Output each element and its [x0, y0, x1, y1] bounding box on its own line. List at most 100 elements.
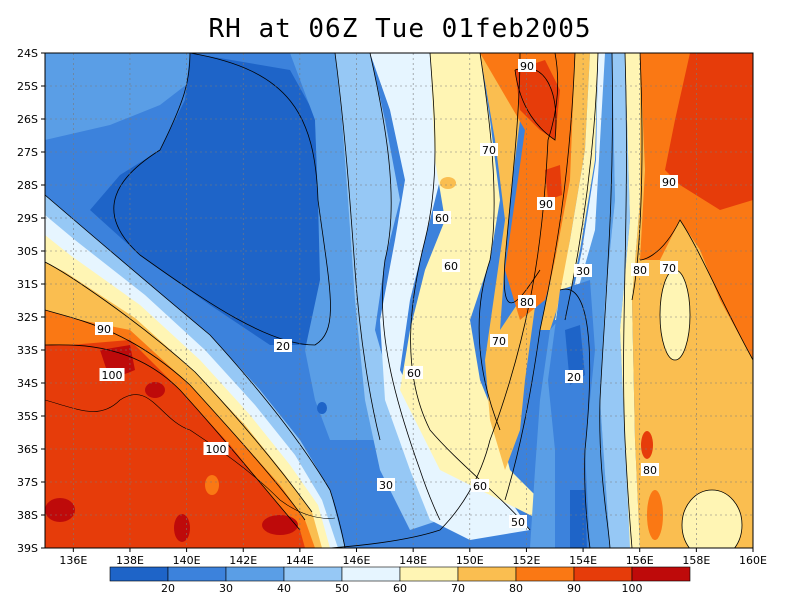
contour-line: [514, 67, 557, 141]
legend-swatch: [225, 566, 285, 582]
contour-line: [478, 53, 501, 431]
legend-label: 50: [335, 582, 349, 595]
lat-tick-label: 27S: [17, 146, 38, 159]
contour-line: [599, 53, 613, 548]
contour-label-text: 30: [576, 265, 590, 278]
rh-region-sw-dark-patch: [262, 515, 298, 535]
legend-swatch: [515, 566, 575, 582]
contour-label: 20: [565, 370, 583, 384]
contour-line: [45, 194, 346, 548]
legend-label: 30: [219, 582, 233, 595]
rh-front-yellow: [555, 53, 598, 320]
legend-label: 80: [509, 582, 523, 595]
legend-swatch: [167, 566, 227, 582]
rh-region-small-yellow-patch: [440, 177, 456, 189]
lat-tick-label: 29S: [17, 212, 38, 225]
contour-line: [681, 489, 743, 548]
rh-region-70-80: [480, 53, 540, 470]
rh-region-east-60-70: [620, 53, 640, 548]
contour-line: [639, 219, 753, 361]
contour-label-text: 90: [662, 176, 676, 189]
contour-labels: 90 70 90 90 60 60 30 80 70 80 70 20 90 100 60 20 100 80 30…: [95, 59, 678, 529]
contour-label-text: 50: [511, 516, 525, 529]
lat-tick-label: 34S: [17, 377, 38, 390]
contour-label-text: 70: [482, 144, 496, 157]
rh-region-sw-dark-patch: [145, 382, 165, 398]
legend-swatch: [573, 566, 633, 582]
lat-axis: 24S 25S 26S 27S 28S 29S 30S 31S 32S 33S 34S 35S 36S 3…: [17, 47, 45, 555]
lon-tick-label: 152E: [512, 554, 540, 567]
contour-label: 20: [274, 339, 292, 353]
contour-label-text: 90: [97, 323, 111, 336]
lon-tick-label: 136E: [59, 554, 87, 567]
rh-region-small-blue-patch: [317, 402, 327, 414]
lon-tick-label: 158E: [682, 554, 710, 567]
rh-region-east-90-100: [665, 53, 753, 210]
contour-label-text: 80: [520, 296, 534, 309]
legend-swatch: [283, 566, 343, 582]
rh-region-sw-dark-patch: [174, 514, 190, 542]
rh-region-50-60: [370, 53, 530, 540]
legend-label: 90: [567, 582, 581, 595]
legend-swatch: [341, 566, 401, 582]
contour-label-text: 100: [102, 369, 123, 382]
contour-label: 80: [518, 295, 536, 309]
rh-front-orange: [540, 53, 590, 330]
contour-label-text: 100: [206, 443, 227, 456]
contour-label: 30: [377, 478, 395, 492]
lon-tick-label: 156E: [626, 554, 654, 567]
legend-label: 70: [451, 582, 465, 595]
rh-region-30-40-west: [45, 53, 195, 140]
lat-tick-label: 33S: [17, 344, 38, 357]
lon-axis: 136E 138E 140E 142E 144E 146E 148E 150E 152E 154E…: [59, 548, 767, 567]
contour-label-text: 60: [473, 480, 487, 493]
lat-tick-label: 30S: [17, 245, 38, 258]
lat-tick-label: 31S: [17, 278, 38, 291]
lon-tick-label: 142E: [229, 554, 257, 567]
contour-label-text: 70: [492, 335, 506, 348]
rh-region-southeast-pale-patch: [682, 490, 742, 548]
legend-label: 100: [622, 582, 643, 595]
lat-tick-label: 39S: [17, 542, 38, 555]
lat-tick-label: 32S: [17, 311, 38, 324]
contour-label: 70: [490, 334, 508, 348]
rh-region-southeast-red-patch: [641, 431, 653, 459]
contour-line: [334, 53, 381, 441]
contour-label: 80: [631, 263, 649, 277]
lat-tick-label: 36S: [17, 443, 38, 456]
contour-line: [45, 309, 306, 521]
contour-label: 90: [518, 59, 536, 73]
contour-label: 60: [471, 479, 489, 493]
lat-tick-label: 24S: [17, 47, 38, 60]
contour-label-text: 80: [643, 464, 657, 477]
contour-line: [631, 53, 643, 301]
contour-label: 100: [203, 442, 229, 456]
lon-tick-label: 154E: [569, 554, 597, 567]
contour-line: [45, 261, 313, 513]
legend-swatch: [109, 566, 169, 582]
contour-line: [113, 53, 331, 346]
contour-label: 60: [442, 259, 460, 273]
legend-label: 60: [393, 582, 407, 595]
plot-frame: [44, 52, 754, 549]
contour-label-text: 60: [435, 212, 449, 225]
contour-lines: [45, 53, 753, 548]
rh-region-sw-90-100: [45, 340, 305, 548]
contour-label-text: 90: [520, 60, 534, 73]
contour-label: 90: [95, 322, 113, 336]
lon-tick-label: 150E: [456, 554, 484, 567]
rh-region-east-trough-30-40: [530, 53, 615, 548]
lon-tick-label: 140E: [173, 554, 201, 567]
contour-label-text: 80: [633, 264, 647, 277]
lon-tick-label: 144E: [286, 554, 314, 567]
contour-label: 80: [641, 463, 659, 477]
lat-tick-label: 35S: [17, 410, 38, 423]
contour-line: [369, 53, 441, 521]
contour-label-text: 90: [539, 198, 553, 211]
contour-label: 50: [509, 515, 527, 529]
legend-swatch: [631, 566, 691, 582]
contour-label-text: 30: [379, 479, 393, 492]
contour-label: 100: [99, 368, 125, 382]
lon-tick-label: 148E: [399, 554, 427, 567]
contour-line: [410, 53, 531, 531]
